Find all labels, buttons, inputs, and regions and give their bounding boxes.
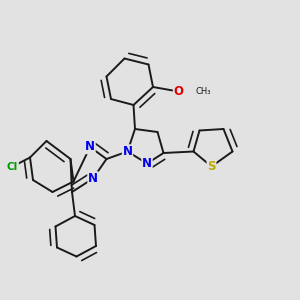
Text: O: O bbox=[173, 85, 184, 98]
Text: N: N bbox=[85, 140, 95, 154]
Text: N: N bbox=[142, 157, 152, 170]
Text: Cl: Cl bbox=[7, 161, 18, 172]
Text: S: S bbox=[207, 160, 216, 173]
Text: N: N bbox=[88, 172, 98, 185]
Text: N: N bbox=[122, 145, 133, 158]
Text: CH₃: CH₃ bbox=[195, 87, 211, 96]
